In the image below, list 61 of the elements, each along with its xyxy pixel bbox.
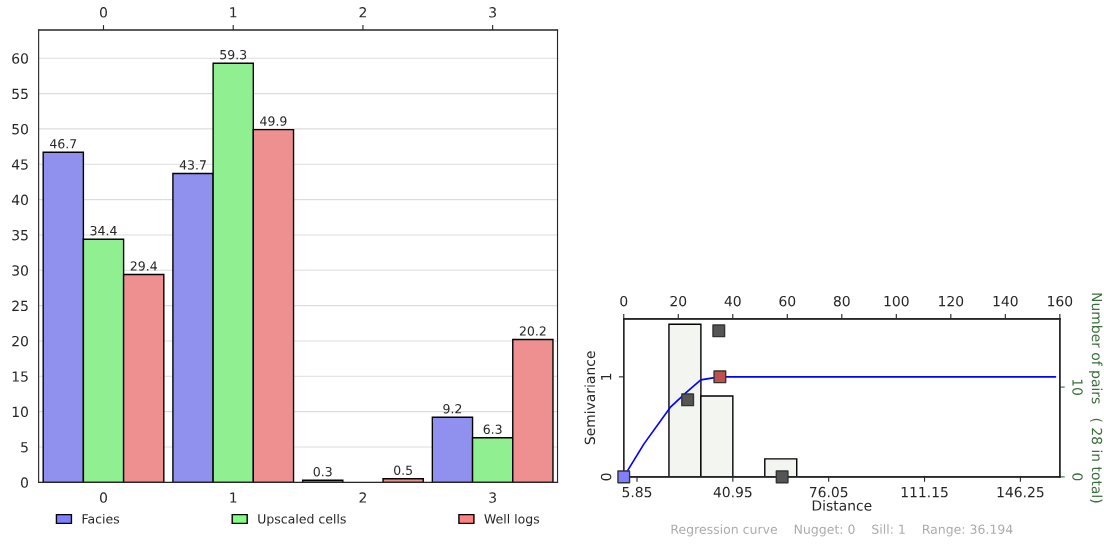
data-label: 9.2 — [443, 404, 462, 414]
data-label: 59.3 — [220, 49, 247, 60]
y-tick-label: 60 — [12, 53, 28, 64]
data-label: 49.9 — [260, 116, 287, 126]
legend-label: Facies — [82, 513, 120, 524]
data-label: 0.5 — [394, 465, 412, 475]
data-label: 46.7 — [49, 138, 77, 149]
x2-tick-label: 20 — [670, 295, 687, 307]
x-tick-label: 76.05 — [809, 486, 848, 498]
x-tick-label: 146.25 — [997, 486, 1044, 498]
x2-tick-label: 60 — [779, 295, 796, 307]
y-axis-title: Semivariance — [584, 351, 596, 445]
y-tick-label: 5 — [21, 442, 28, 453]
point — [681, 393, 695, 407]
category-label: 2 — [359, 7, 366, 18]
x2-tick-label: 160 — [1048, 295, 1073, 307]
x-tick-label: 2 — [359, 492, 366, 503]
x-tick-label: 0 — [100, 492, 107, 503]
y-tick-label: 50 — [12, 123, 28, 135]
y-tick-label: 35 — [12, 229, 28, 241]
point — [617, 470, 631, 484]
text: Regression curve Nugget: 0 Sill: 1 Range: 36.194 — [671, 524, 1013, 537]
category-label: 1 — [230, 7, 237, 18]
y-tick-label: 45 — [11, 159, 28, 170]
bar — [382, 478, 424, 483]
data-label: 6.3 — [483, 424, 502, 434]
x-tick-label: 40.95 — [713, 486, 752, 498]
point — [712, 324, 726, 338]
x-tick-label: 111.15 — [901, 487, 948, 498]
legend-label: Well logs — [484, 513, 540, 527]
y-tick-label: 0 — [21, 477, 28, 488]
x-axis-title: Distance — [812, 500, 872, 511]
y2-axis-title: Number of pairs ( 28 in total) — [1089, 293, 1103, 503]
y-tick-label: 20 — [12, 335, 28, 347]
data-label: 20.2 — [519, 326, 546, 336]
x2-tick-label: 140 — [993, 295, 1018, 307]
data-label: 0.3 — [313, 466, 332, 477]
y2-tick-label: 10 — [1072, 379, 1083, 395]
x2-tick-label: 0 — [620, 295, 628, 307]
category-label: 0 — [100, 7, 107, 18]
y-tick-label: 40 — [11, 194, 28, 206]
data-label: 43.7 — [179, 160, 206, 170]
x-tick-label: 5.85 — [622, 486, 652, 498]
point — [713, 370, 727, 384]
x2-tick-label: 40 — [724, 295, 741, 307]
point — [775, 470, 789, 484]
x2-tick-label: 120 — [939, 295, 964, 307]
y-tick-label: 10 — [12, 406, 28, 418]
y-tick-label: 30 — [12, 265, 28, 276]
legend-label: Upscaled cells — [258, 513, 346, 527]
y-tick-label: 55 — [12, 88, 28, 100]
x-tick-label: 1 — [230, 492, 237, 503]
x2-tick-label: 100 — [884, 295, 909, 307]
y-tick-label: 15 — [12, 371, 28, 382]
x-tick-label: 3 — [489, 492, 496, 503]
x2-tick-label: 80 — [833, 295, 850, 307]
y2-tick-label: 0 — [1072, 473, 1083, 481]
y-tick-label: 25 — [12, 300, 28, 312]
data-label: 34.4 — [90, 225, 117, 236]
category-label: 3 — [489, 7, 496, 18]
data-label: 29.4 — [130, 261, 157, 271]
